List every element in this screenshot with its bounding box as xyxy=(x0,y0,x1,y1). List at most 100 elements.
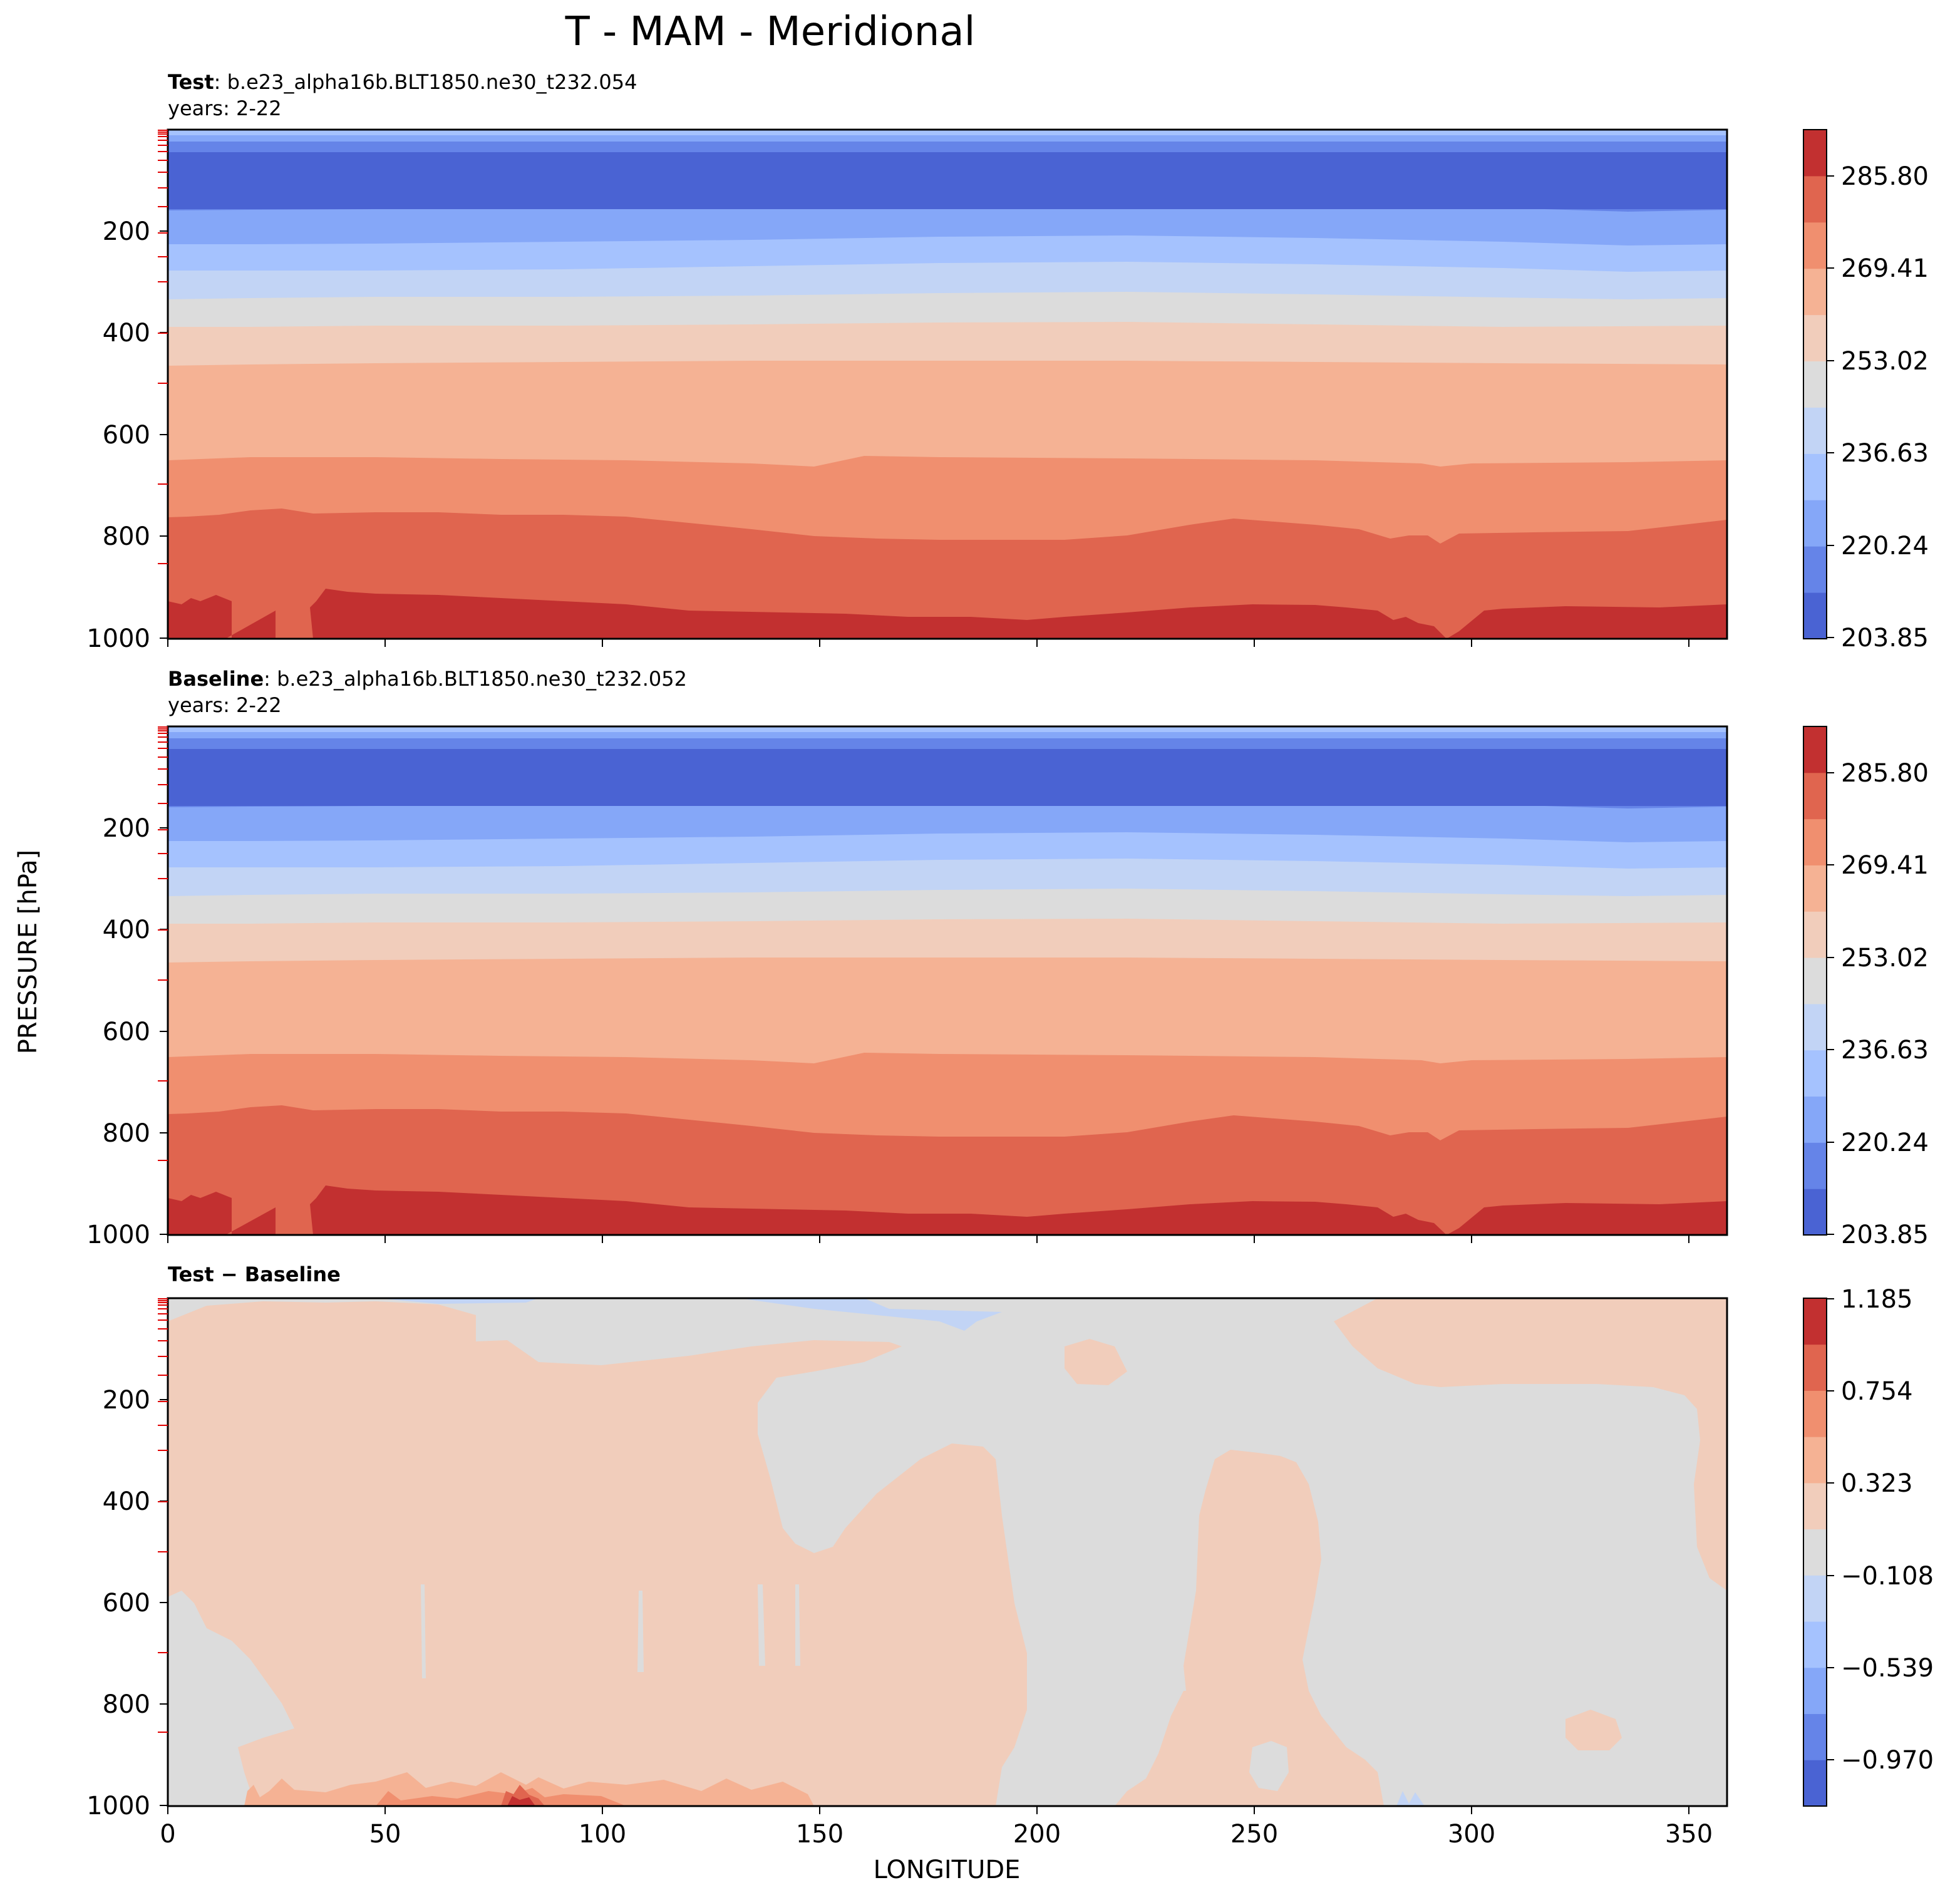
difference-xtick-100: 100 xyxy=(579,1820,626,1849)
baseline-colorbar-band xyxy=(1803,1003,1827,1051)
test-colorbar-band xyxy=(1803,546,1827,593)
difference-xtick-0: 0 xyxy=(160,1820,175,1849)
difference-ytick-400: 400 xyxy=(103,1487,150,1516)
difference-colorbar-band xyxy=(1803,1298,1827,1345)
test-colorbar-band xyxy=(1803,407,1827,454)
baseline-colorbar-band xyxy=(1803,818,1827,865)
test-colorbar-band xyxy=(1803,175,1827,223)
difference-surface-4 xyxy=(507,1796,535,1806)
baseline-panel: Baseline: b.e23_alpha16b.BLT1850.ne30_t2… xyxy=(86,667,1929,1249)
x-axis-label: LONGITUDE xyxy=(874,1856,1021,1884)
test-ytick-200: 200 xyxy=(103,217,150,246)
difference-colorbar-band xyxy=(1803,1713,1827,1760)
test-cbar-tick-4: 269.41 xyxy=(1841,254,1929,283)
baseline-colorbar-band xyxy=(1803,958,1827,1004)
difference-panel: Test − Baseline xyxy=(86,1262,1934,1849)
baseline-cbar-tick-5: 285.80 xyxy=(1841,759,1929,788)
test-band-0 xyxy=(168,152,1727,209)
difference-negative-surface xyxy=(1396,1791,1425,1806)
difference-level-ticks xyxy=(158,1298,168,1733)
test-colorbar-band xyxy=(1803,361,1827,408)
difference-streak-1 xyxy=(421,1584,426,1678)
difference-cbar-tick-0: 1.185 xyxy=(1841,1285,1913,1314)
difference-ytick-1000: 1000 xyxy=(86,1792,150,1820)
baseline-colorbar-band xyxy=(1803,1142,1827,1189)
difference-colorbar: 1.185 0.754 0.323 −0.108 −0.539 −0.970 xyxy=(1803,1285,1934,1807)
baseline-ytick-400: 400 xyxy=(103,916,150,944)
test-cbar-tick-3: 253.02 xyxy=(1841,347,1929,376)
difference-streak-4 xyxy=(795,1584,800,1666)
difference-colorbar-band xyxy=(1803,1344,1827,1391)
test-band-3-top xyxy=(168,130,1727,135)
baseline-colorbar-band xyxy=(1803,865,1827,912)
difference-xtick-350: 350 xyxy=(1665,1820,1713,1849)
test-xticks xyxy=(167,639,1689,647)
difference-positive-east xyxy=(1334,1298,1727,1591)
baseline-cbar-tick-0: 203.85 xyxy=(1841,1221,1929,1249)
test-colorbar-band xyxy=(1803,130,1827,177)
difference-colorbar-band xyxy=(1803,1390,1827,1437)
baseline-band-3-top xyxy=(168,726,1727,732)
baseline-cbar-tick-4: 269.41 xyxy=(1841,851,1929,880)
difference-colorbar-band xyxy=(1803,1760,1827,1807)
difference-xtick-250: 250 xyxy=(1230,1820,1278,1849)
difference-cbar-tick-5: −0.970 xyxy=(1841,1746,1934,1775)
test-colorbar-band xyxy=(1803,500,1827,547)
difference-colorbar-band xyxy=(1803,1575,1827,1622)
difference-negative-top-2 xyxy=(376,1298,539,1304)
difference-xtick-50: 50 xyxy=(369,1820,401,1849)
difference-positive-mid xyxy=(1115,1450,1384,1806)
difference-negative-top xyxy=(739,1298,1002,1331)
difference-streak-2 xyxy=(637,1591,644,1672)
baseline-xticks xyxy=(167,1235,1689,1243)
baseline-colorbar-band xyxy=(1803,1189,1827,1236)
baseline-years: years: 2-22 xyxy=(168,693,282,717)
test-band-2-top xyxy=(168,135,1727,142)
test-cbar-tick-5: 285.80 xyxy=(1841,162,1929,191)
baseline-band-1-top xyxy=(168,738,1727,749)
difference-xtick-300: 300 xyxy=(1448,1820,1495,1849)
difference-colorbar-band xyxy=(1803,1482,1827,1530)
test-axis-ticks: 200 400 600 800 1000 xyxy=(86,130,1689,653)
test-colorbar: 203.85 220.24 236.63 253.02 269.41 285.8… xyxy=(1803,129,1929,653)
baseline-ytick-1000: 1000 xyxy=(86,1221,150,1249)
test-ytick-400: 400 xyxy=(103,319,150,348)
difference-ytick-200: 200 xyxy=(103,1386,150,1415)
difference-cbar-tick-4: −0.539 xyxy=(1841,1654,1934,1683)
difference-positive-blob-2 xyxy=(1565,1710,1622,1750)
difference-colorbar-band xyxy=(1803,1621,1827,1668)
difference-colorbar-band xyxy=(1803,1667,1827,1715)
figure-title: T - MAM - Meridional xyxy=(565,9,976,55)
test-contours xyxy=(168,130,1727,639)
test-panel: Test: b.e23_alpha16b.BLT1850.ne30_t232.0… xyxy=(86,70,1929,653)
test-colorbar-band xyxy=(1803,453,1827,500)
test-ytick-1000: 1000 xyxy=(86,624,150,653)
difference-cbar-tick-1: 0.754 xyxy=(1841,1377,1913,1406)
difference-positive-main xyxy=(168,1301,1027,1806)
difference-colorbar-band xyxy=(1803,1437,1827,1484)
test-band-1-top xyxy=(168,141,1727,152)
test-colorbar-band xyxy=(1803,268,1827,316)
difference-colorbar-band xyxy=(1803,1529,1827,1576)
baseline-band-0 xyxy=(168,748,1727,806)
difference-ytick-800: 800 xyxy=(103,1690,150,1719)
test-plot-frame xyxy=(167,128,1728,640)
difference-title: Test − Baseline xyxy=(168,1262,341,1286)
baseline-colorbar: 203.85 220.24 236.63 253.02 269.41 285.8… xyxy=(1803,726,1929,1249)
baseline-colorbar-band xyxy=(1803,911,1827,958)
test-ytick-600: 600 xyxy=(103,421,150,450)
difference-ytick-600: 600 xyxy=(103,1589,150,1618)
baseline-ytick-600: 600 xyxy=(103,1018,150,1046)
difference-xtick-150: 150 xyxy=(796,1820,843,1849)
difference-axis-ticks: 200 400 600 800 1000 0 xyxy=(86,1298,1713,1849)
test-cbar-tick-0: 203.85 xyxy=(1841,624,1929,653)
baseline-level-ticks xyxy=(158,726,168,1161)
baseline-band-2-top xyxy=(168,731,1727,738)
test-colorbar-band xyxy=(1803,592,1827,639)
test-cbar-tick-2: 236.63 xyxy=(1841,439,1929,468)
y-axis-label: PRESSURE [hPa] xyxy=(14,850,43,1054)
baseline-ytick-800: 800 xyxy=(103,1119,150,1148)
test-colorbar-band xyxy=(1803,314,1827,362)
difference-cbar-tick-2: 0.323 xyxy=(1841,1469,1913,1498)
